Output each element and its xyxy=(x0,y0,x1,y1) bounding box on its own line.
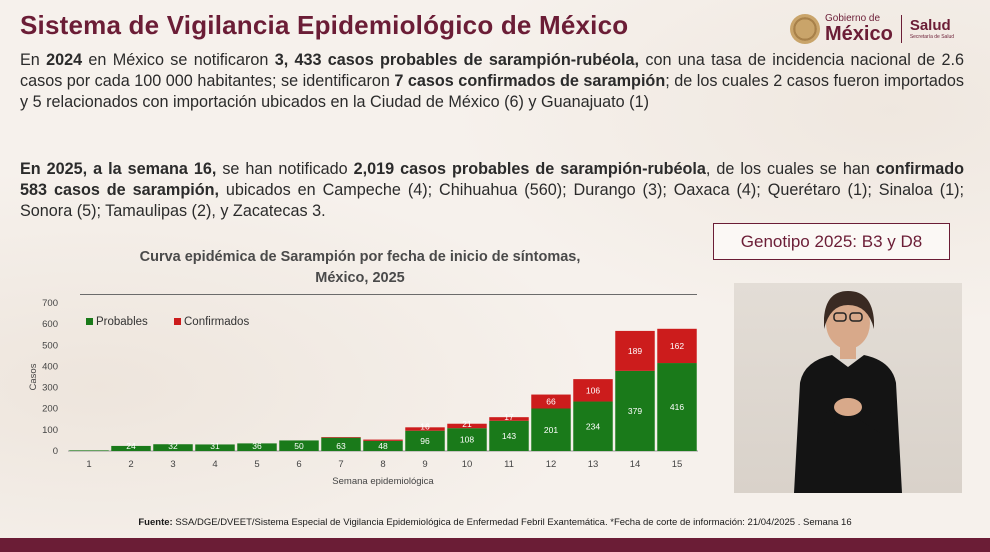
bar-confirmados xyxy=(657,328,697,364)
interpreter-arm-right xyxy=(846,391,897,433)
interpreter-neck xyxy=(840,345,856,359)
bar-probables xyxy=(279,440,319,451)
data-label-confirmados: 106 xyxy=(586,385,600,395)
salud-logo-text: Salud Secretaría de Salud xyxy=(909,17,955,40)
x-tick-label: 6 xyxy=(296,459,301,470)
national-seal-icon xyxy=(790,14,820,44)
bar-confirmados xyxy=(531,394,571,409)
x-tick-label: 15 xyxy=(672,459,683,470)
legend-label-confirmados: Confirmados xyxy=(184,316,249,328)
data-label-confirmados: 162 xyxy=(670,341,684,351)
interpreter-figure xyxy=(794,291,902,493)
gobierno-logo-text: Gobierno de México xyxy=(825,13,893,45)
x-tick-label: 9 xyxy=(422,459,427,470)
x-tick-label: 3 xyxy=(170,459,175,470)
bar-probables xyxy=(531,408,571,451)
data-label-probables: 143 xyxy=(502,431,516,441)
y-tick-label: 300 xyxy=(42,383,58,394)
bar-confirmados xyxy=(321,437,361,438)
bar-probables xyxy=(489,420,529,451)
y-tick-label: 0 xyxy=(53,446,58,457)
x-axis-label: Semana epidemiológica xyxy=(332,476,434,487)
data-label-confirmados: 189 xyxy=(628,346,642,356)
x-tick-label: 8 xyxy=(380,459,385,470)
data-label-probables: 48 xyxy=(378,441,388,451)
x-tick-label: 13 xyxy=(588,459,599,470)
footer-bar xyxy=(0,538,990,552)
bar-probables xyxy=(615,370,655,451)
bar-confirmados xyxy=(447,423,487,429)
y-tick-label: 200 xyxy=(42,404,58,415)
data-label-probables: 96 xyxy=(420,436,430,446)
government-logo: Gobierno de México Salud Secretaría de S… xyxy=(790,10,970,48)
paragraph-2025: En 2025, a la semana 16, se han notifica… xyxy=(20,160,964,220)
logo-divider xyxy=(900,15,902,43)
data-label-probables: 24 xyxy=(126,441,136,451)
data-label-probables: 31 xyxy=(210,441,220,451)
sign-language-interpreter-video xyxy=(734,283,962,493)
bar-confirmados xyxy=(363,439,403,441)
data-label-probables: 63 xyxy=(336,441,346,451)
legend-swatch-probables xyxy=(86,318,93,325)
y-tick-label: 100 xyxy=(42,425,58,436)
bar-probables xyxy=(573,401,613,451)
paragraph-2024: En 2024 en México se notificaron 3, 433 … xyxy=(20,51,964,111)
interpreter-hair xyxy=(824,291,874,329)
interpreter-head xyxy=(826,297,870,349)
y-axis-label: Casos xyxy=(28,363,39,390)
x-tick-label: 11 xyxy=(504,459,514,470)
data-label-confirmados: 17 xyxy=(504,412,514,422)
data-label-confirmados: 16 xyxy=(420,422,430,432)
interpreter-hands xyxy=(834,398,862,416)
chart-title: Curva epidémica de Sarampión por fecha d… xyxy=(139,249,581,286)
y-tick-label: 700 xyxy=(42,298,58,309)
genotype-box: Genotipo 2025: B3 y D8 xyxy=(713,223,950,260)
glasses-right xyxy=(849,312,863,322)
source-footnote: Fuente: SSA/DGE/DVEET/Sistema Especial d… xyxy=(138,517,852,528)
x-tick-label: 7 xyxy=(338,459,343,470)
chart-title-rule xyxy=(80,294,697,295)
legend-label-probables: Probables xyxy=(96,316,148,328)
bar-probables xyxy=(153,444,193,451)
glasses-left xyxy=(833,312,847,322)
x-tick-label: 14 xyxy=(630,459,641,470)
x-tick-label: 1 xyxy=(86,459,91,470)
interpreter-arm-left xyxy=(800,391,852,433)
bar-probables xyxy=(195,444,235,451)
data-label-probables: 32 xyxy=(168,441,178,451)
x-tick-label: 5 xyxy=(254,459,259,470)
legend-swatch-confirmados xyxy=(174,318,181,325)
bar-probables xyxy=(447,428,487,451)
data-label-confirmados: 66 xyxy=(546,397,556,407)
bar-confirmados xyxy=(405,427,445,431)
y-tick-label: 600 xyxy=(42,319,58,330)
bar-probables xyxy=(321,437,361,451)
x-tick-label: 12 xyxy=(546,459,557,470)
epidemic-curve-chart: 0 100 200 300 400 500 600 700 Casos 1 24 2 32 3 31 4 36 5… xyxy=(28,298,698,487)
interpreter-shirt xyxy=(794,355,902,493)
page-title: Sistema de Vigilancia Epidemiológico de … xyxy=(20,10,629,40)
bar-probables xyxy=(405,430,445,451)
bar-probables xyxy=(69,450,109,451)
x-tick-label: 4 xyxy=(212,459,217,470)
bar-confirmados xyxy=(489,417,529,421)
data-label-probables: 416 xyxy=(670,402,684,412)
data-label-probables: 379 xyxy=(628,406,642,416)
y-tick-label: 500 xyxy=(42,340,58,351)
bar-confirmados xyxy=(615,330,655,371)
bar-probables xyxy=(657,363,697,451)
x-tick-label: 10 xyxy=(462,459,473,470)
data-label-confirmados: 21 xyxy=(462,419,472,429)
y-tick-label: 400 xyxy=(42,361,58,372)
data-label-probables: 234 xyxy=(586,421,600,431)
bar-probables xyxy=(363,440,403,451)
data-label-probables: 36 xyxy=(252,441,262,451)
x-tick-label: 2 xyxy=(128,459,133,470)
bar-probables xyxy=(111,445,151,451)
data-label-probables: 108 xyxy=(460,435,474,445)
bar-probables xyxy=(237,443,277,451)
data-label-probables: 50 xyxy=(294,441,304,451)
bar-confirmados xyxy=(573,379,613,402)
data-label-probables: 201 xyxy=(544,425,558,435)
